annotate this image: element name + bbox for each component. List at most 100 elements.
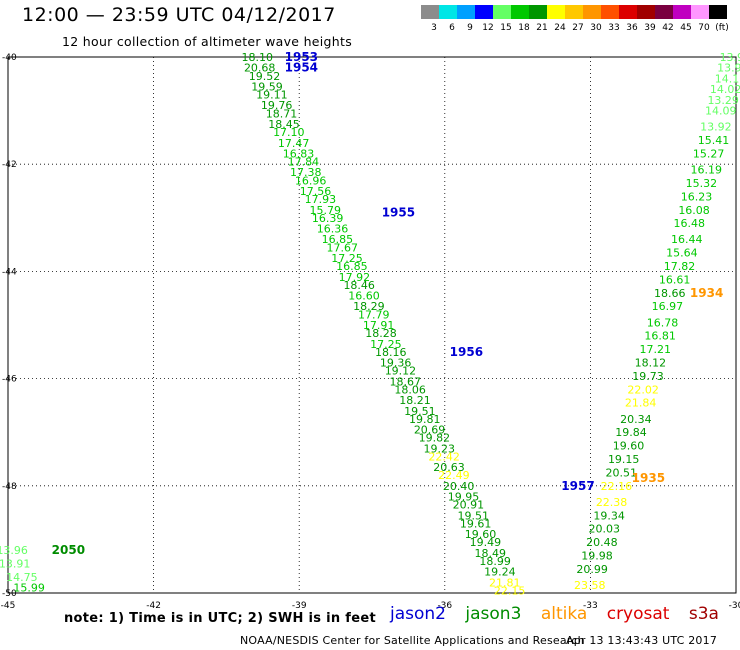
swh-data-label: 19.36: [380, 357, 412, 370]
swh-data-label: 16.23: [681, 190, 713, 203]
swh-data-label: 17.84: [288, 156, 320, 169]
color-scale-tick: 70: [698, 23, 710, 33]
swh-data-label: 14.02: [710, 83, 740, 96]
swh-data-label: 18.99: [479, 555, 511, 568]
swh-data-label: 17.10: [273, 126, 305, 139]
swh-data-label: 16.81: [644, 330, 676, 343]
swh-data-label: 17.38: [290, 166, 322, 179]
color-swatch: [673, 5, 691, 19]
color-swatch: [637, 5, 655, 19]
swh-data-label: 19.81: [409, 413, 441, 426]
swh-data-label: 14.75: [6, 571, 37, 584]
swh-data-label: 20.34: [620, 413, 652, 426]
legend-altika: altika: [540, 604, 588, 624]
swh-data-label: 16.08: [678, 204, 710, 217]
legend-jason3: jason3: [465, 604, 522, 624]
swh-data-label: 18.46: [343, 279, 375, 292]
swh-data-label: 19.24: [484, 566, 515, 579]
swh-data-label: 17.67: [326, 241, 358, 254]
color-swatch: [547, 5, 565, 19]
y-tick-label: -42: [2, 160, 17, 170]
swh-data-label: 17.91: [363, 319, 395, 332]
color-scale-tick: 33: [608, 23, 620, 33]
swh-data-label: 19.59: [251, 80, 283, 93]
swh-data-label: 17.21: [639, 343, 671, 356]
swh-data-label: 19.15: [608, 453, 640, 466]
swh-data-label: 16.97: [652, 300, 684, 313]
swh-data-label: 13.96: [0, 544, 28, 557]
swh-data-label: 19.49: [470, 536, 502, 549]
y-tick-label: -46: [2, 375, 17, 385]
swh-data-label: 19.12: [385, 365, 417, 378]
swh-data-label: 17.25: [370, 338, 402, 351]
swh-data-label: 20.68: [244, 62, 275, 75]
generation-timestamp: Apr 13 13:43:43 UTC 2017: [566, 634, 718, 647]
swh-data-label: 18.10: [242, 51, 274, 64]
swh-data-label: 18.06: [394, 383, 426, 396]
color-swatch: [493, 5, 511, 19]
pass-number-label: 1956: [450, 345, 483, 359]
color-swatch: [529, 5, 547, 19]
swh-data-label: 22.16: [601, 480, 633, 493]
swh-data-label: 19.34: [593, 509, 625, 522]
x-tick-label: -36: [437, 601, 452, 611]
color-scale-tick: 15: [500, 23, 512, 33]
swh-data-label: 15.99: [13, 582, 45, 595]
swh-data-label: 20.69: [414, 424, 446, 437]
swh-data-label: 16.85: [336, 260, 368, 273]
swh-data-label: 13.92: [700, 121, 732, 134]
swh-data-label: 13.91: [0, 558, 30, 571]
swh-data-label: 21.84: [625, 397, 657, 410]
color-scale-tick: 9: [467, 23, 473, 33]
swh-data-label: 19.73: [632, 370, 664, 383]
y-tick-label: -50: [2, 589, 17, 599]
swh-data-label: 19.51: [457, 509, 489, 522]
pass-number-label: 1935: [632, 471, 665, 485]
swh-data-label: 19.23: [424, 442, 456, 455]
swh-data-label: 16.61: [659, 273, 691, 286]
color-scale-tick: 39: [644, 23, 656, 33]
swh-data-label: 16.60: [348, 290, 380, 303]
color-scale-tick: 6: [449, 23, 455, 33]
y-tick-label: -40: [2, 53, 17, 63]
x-tick-label: -33: [583, 601, 598, 611]
color-scale-tick: 45: [680, 23, 692, 33]
color-scale-tick: 24: [554, 23, 566, 33]
swh-data-label: 16.19: [690, 164, 722, 177]
swh-data-label: 17.25: [331, 252, 363, 265]
swh-data-label: 18.66: [654, 287, 686, 300]
swh-data-label: 14.10: [715, 72, 740, 85]
x-tick-label: -42: [146, 601, 161, 611]
swh-data-label: 18.45: [268, 118, 300, 131]
swh-data-label: 16.48: [673, 217, 705, 230]
footer-notes: note: 1) Time is in UTC; 2) SWH is in fe…: [64, 611, 376, 626]
swh-data-label: 19.60: [465, 528, 497, 541]
swh-data-label: 19.84: [615, 426, 647, 439]
swh-data-label: 13.29: [707, 94, 739, 107]
swh-data-label: 15.27: [693, 147, 725, 160]
swh-data-label: 18.12: [635, 357, 667, 370]
swh-data-label: 19.82: [419, 432, 451, 445]
swh-data-label: 19.51: [404, 405, 436, 418]
x-tick-label: -39: [292, 601, 307, 611]
chart-title: 12:00 — 23:59 UTC 04/12/2017: [22, 4, 336, 26]
swh-data-label: 20.51: [606, 466, 638, 479]
swh-data-label: 22.49: [438, 469, 470, 482]
legend-jason2: jason2: [390, 604, 446, 624]
swh-data-label: 14.09: [705, 105, 737, 118]
color-scale-tick: 27: [572, 23, 584, 33]
x-tick-label: -45: [1, 601, 16, 611]
swh-data-label: 17.93: [305, 193, 337, 206]
color-scale-tick: 21: [536, 23, 548, 33]
swh-data-label: 13.90: [720, 51, 740, 64]
swh-data-label: 15.41: [698, 134, 730, 147]
swh-data-label: 22.02: [627, 383, 659, 396]
pass-number-label: 1934: [690, 286, 723, 300]
swh-data-label: 19.61: [460, 517, 492, 530]
y-tick-label: -44: [2, 267, 17, 277]
color-scale-tick: 12: [482, 23, 494, 33]
swh-data-label: 17.56: [300, 185, 332, 198]
swh-data-label: 16.78: [647, 316, 679, 329]
credit-line: NOAA/NESDIS Center for Satellite Applica…: [240, 634, 585, 647]
